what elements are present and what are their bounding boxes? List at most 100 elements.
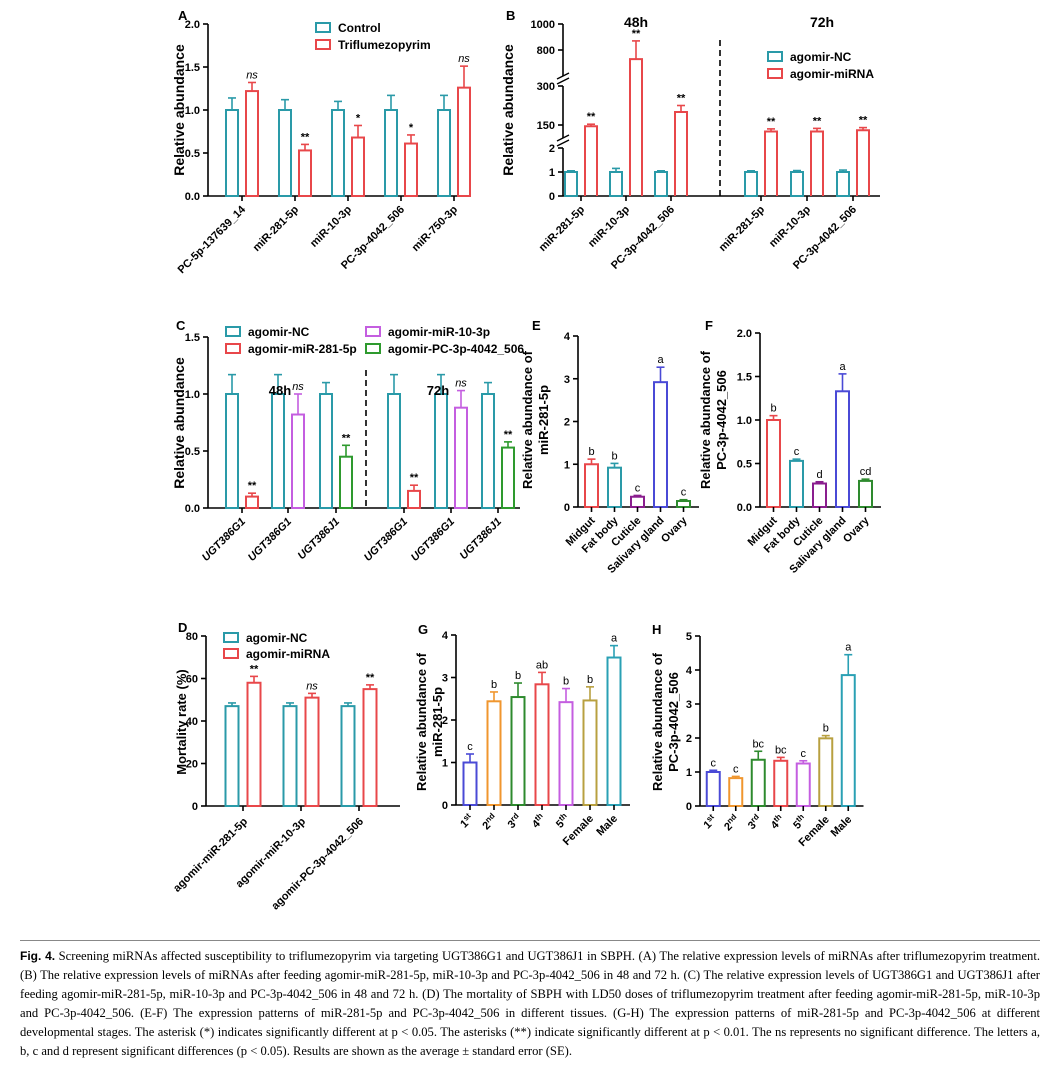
panel-a-bar	[278, 109, 292, 197]
panel-f-y-tick-label: 0.0	[737, 502, 752, 514]
panel-d-y-tick-label: 80	[186, 631, 198, 643]
panel-c-label: C	[176, 318, 186, 333]
panel-a-x-tick-label: miR-750-3p	[410, 203, 461, 254]
panel-e-bar	[676, 500, 691, 509]
panel-e-letter: b	[588, 446, 594, 458]
panel-g-bar	[510, 696, 526, 806]
panel-a-bar	[457, 86, 471, 197]
panel-b-bar	[674, 111, 688, 196]
panel-h-y-tick-label: 2	[686, 733, 692, 745]
panel-h-bar	[728, 777, 744, 807]
panel-a-bar	[437, 109, 451, 197]
panel-d-legend-nc-swatch	[223, 632, 239, 643]
panel-d-bar	[224, 705, 240, 807]
panel-b-sig-label: **	[813, 115, 822, 127]
panel-c-x-tick-label: UGT386J1	[296, 516, 343, 563]
panel-d-y-tick-label: 40	[186, 716, 198, 728]
panel-f-ylabel-target: PC-3p-4042_506	[714, 370, 729, 470]
panel-b-bar	[856, 129, 870, 196]
panel-b-x-tick-label: miR-10-3p	[767, 203, 813, 249]
panel-g-y-tick-label: 0	[442, 800, 448, 812]
panel-b-bar	[564, 171, 578, 197]
panel-d-sig-label: ns	[306, 680, 318, 692]
panel-c-time-72h: 72h	[427, 383, 449, 398]
panel-e-bar	[630, 495, 645, 508]
panel-b-legend-nc-swatch	[767, 51, 783, 62]
panel-c-bar	[291, 413, 305, 509]
panel-b-axis-break	[556, 139, 570, 147]
panel-c-sig-label: **	[504, 429, 513, 441]
panel-c-legend-nc-label: agomir-NC	[248, 325, 310, 339]
panel-c-x-tick-label: UGT386G1	[200, 516, 248, 564]
panel-f-x-tick-label: Ovary	[841, 514, 872, 545]
panel-e-bar	[584, 463, 599, 508]
panel-g-y-tick-label: 1	[442, 758, 448, 770]
panel-g-x-tick-label: Male	[594, 813, 620, 839]
panel-e-label: E	[532, 318, 541, 333]
panel-a-ylabel: Relative abundance	[171, 44, 187, 176]
caption-title: Fig. 4.	[20, 949, 56, 963]
panel-c-sig-label: **	[410, 472, 419, 484]
panel-e-y-tick-label: 0	[564, 502, 570, 514]
panel-b-x-tick-label: miR-281-5p	[537, 203, 588, 254]
panel-b-y-tick-label: 150	[537, 120, 555, 132]
panel-b-sig-label: **	[859, 115, 868, 127]
panel-b-bar	[764, 130, 778, 196]
panel-e-bar	[653, 381, 668, 509]
panel-b-legend-nc-label: agomir-NC	[790, 50, 852, 64]
panel-b-y-tick-label: 800	[537, 45, 555, 57]
panel-a-x-tick-label: PC-5p-137639_14	[176, 203, 249, 276]
panel-a-bar	[225, 109, 239, 197]
panel-c-legend-4042-swatch	[365, 343, 381, 354]
panel-g-x-tick-label: 1st	[456, 811, 476, 831]
panel-b-sig-label: **	[632, 28, 641, 40]
panel-h-y-tick-label: 0	[686, 801, 692, 813]
panel-b-x-tick-label: miR-10-3p	[586, 203, 632, 249]
panel-h-letter: c	[801, 748, 807, 760]
panel-f-y-tick-label: 0.5	[737, 459, 752, 471]
panel-d-legend-mirna-label: agomir-miRNA	[246, 647, 330, 661]
panel-b-y-tick-label: 2	[549, 143, 555, 155]
panel-c-bar	[387, 393, 401, 509]
panel-d-legend-mirna-swatch	[223, 648, 239, 659]
panel-g-label: G	[418, 622, 428, 637]
panel-e-ylabel: Relative abundance of	[520, 350, 535, 489]
panel-h-ylabel-target: PC-3p-4042_506	[666, 672, 681, 772]
panel-g-bar	[486, 700, 502, 806]
panel-c-sig-label: **	[342, 432, 351, 444]
panel-g-x-tick-label: 2nd	[479, 811, 501, 833]
panel-b-legend-mirna-swatch	[767, 68, 783, 79]
panel-a-legend-triflumezopyrim-label: Triflumezopyrim	[338, 38, 431, 52]
panel-d-label: D	[178, 620, 187, 635]
panel-b-bar	[744, 171, 758, 197]
panel-h-y-tick-label: 1	[686, 767, 692, 779]
panel-f-y-tick-label: 2.0	[737, 328, 752, 340]
panel-b-time-72h: 72h	[810, 14, 834, 30]
panel-h-x-tick-label: 4th	[767, 812, 787, 832]
panel-a-sig-label: ns	[458, 53, 470, 65]
panel-g-letter: c	[467, 741, 473, 753]
panel-f-letter: cd	[860, 466, 872, 478]
panel-a-sig-label: **	[301, 131, 310, 143]
panel-d-bar	[304, 696, 320, 807]
panel-b-sig-label: **	[677, 93, 686, 105]
panel-b-time-48h: 48h	[624, 14, 648, 30]
panel-h-bar	[705, 771, 721, 807]
panel-b-ylabel: Relative abundance	[500, 44, 516, 176]
panel-a-y-tick-label: 0.5	[185, 148, 200, 160]
panel-a-bar	[331, 109, 345, 197]
panel-f-bar	[858, 479, 873, 508]
panel-c-bar	[245, 495, 259, 510]
panel-d-y-tick-label: 20	[186, 759, 198, 771]
panel-c-bar	[501, 446, 515, 509]
panel-b-y-tick-label: 1	[549, 167, 555, 179]
panel-h-y-tick-label: 5	[686, 631, 692, 643]
caption-text: Screening miRNAs affected susceptibility…	[20, 949, 1041, 1058]
panel-f-bar	[789, 459, 804, 509]
panel-f-letter: c	[794, 446, 800, 458]
panel-c-y-tick-label: 1.0	[185, 389, 200, 401]
panel-g-bar	[534, 683, 550, 806]
panel-h-bar	[818, 737, 834, 808]
panel-b-x-tick-label: miR-281-5p	[717, 203, 768, 254]
panel-d-ylabel: Mortality rate (%)	[174, 669, 189, 774]
